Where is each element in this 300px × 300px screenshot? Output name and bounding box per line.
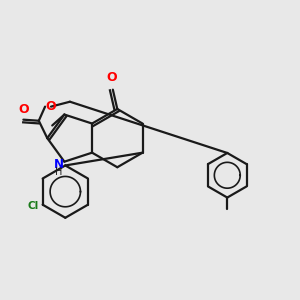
Text: O: O (19, 103, 29, 116)
Text: N: N (54, 158, 64, 171)
Text: O: O (106, 71, 117, 84)
Text: Cl: Cl (28, 201, 39, 211)
Text: H: H (55, 167, 63, 177)
Text: O: O (45, 100, 56, 112)
